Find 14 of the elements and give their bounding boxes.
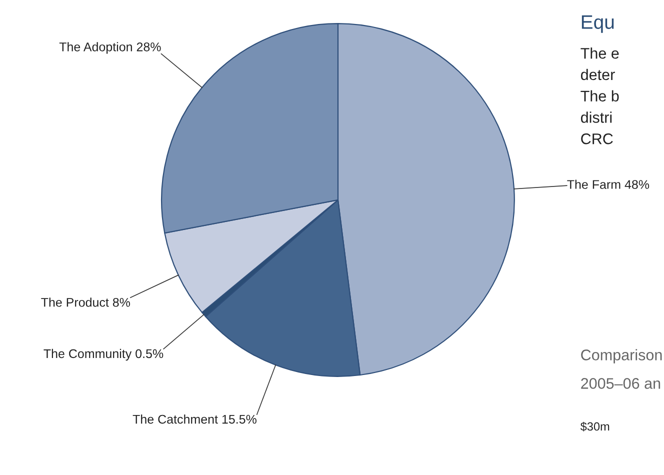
text: The e <box>580 48 619 59</box>
slice-label: The Farm 48% <box>567 180 650 189</box>
slice-label: The Product 8% <box>41 298 130 307</box>
text: $30m <box>580 422 610 432</box>
text: CRC <box>581 133 613 144</box>
slice-label: The Community 0.5% <box>44 348 164 361</box>
slice-label: The Adoption 28% <box>59 42 161 54</box>
text: The b <box>580 90 619 102</box>
text: deter <box>580 68 615 80</box>
text: distri <box>580 112 612 123</box>
slice-label: The Catchment 15.5% <box>132 414 256 424</box>
text: Equ <box>582 15 614 33</box>
text: 2005–06 an <box>581 378 660 389</box>
text: Comparison <box>581 349 662 364</box>
